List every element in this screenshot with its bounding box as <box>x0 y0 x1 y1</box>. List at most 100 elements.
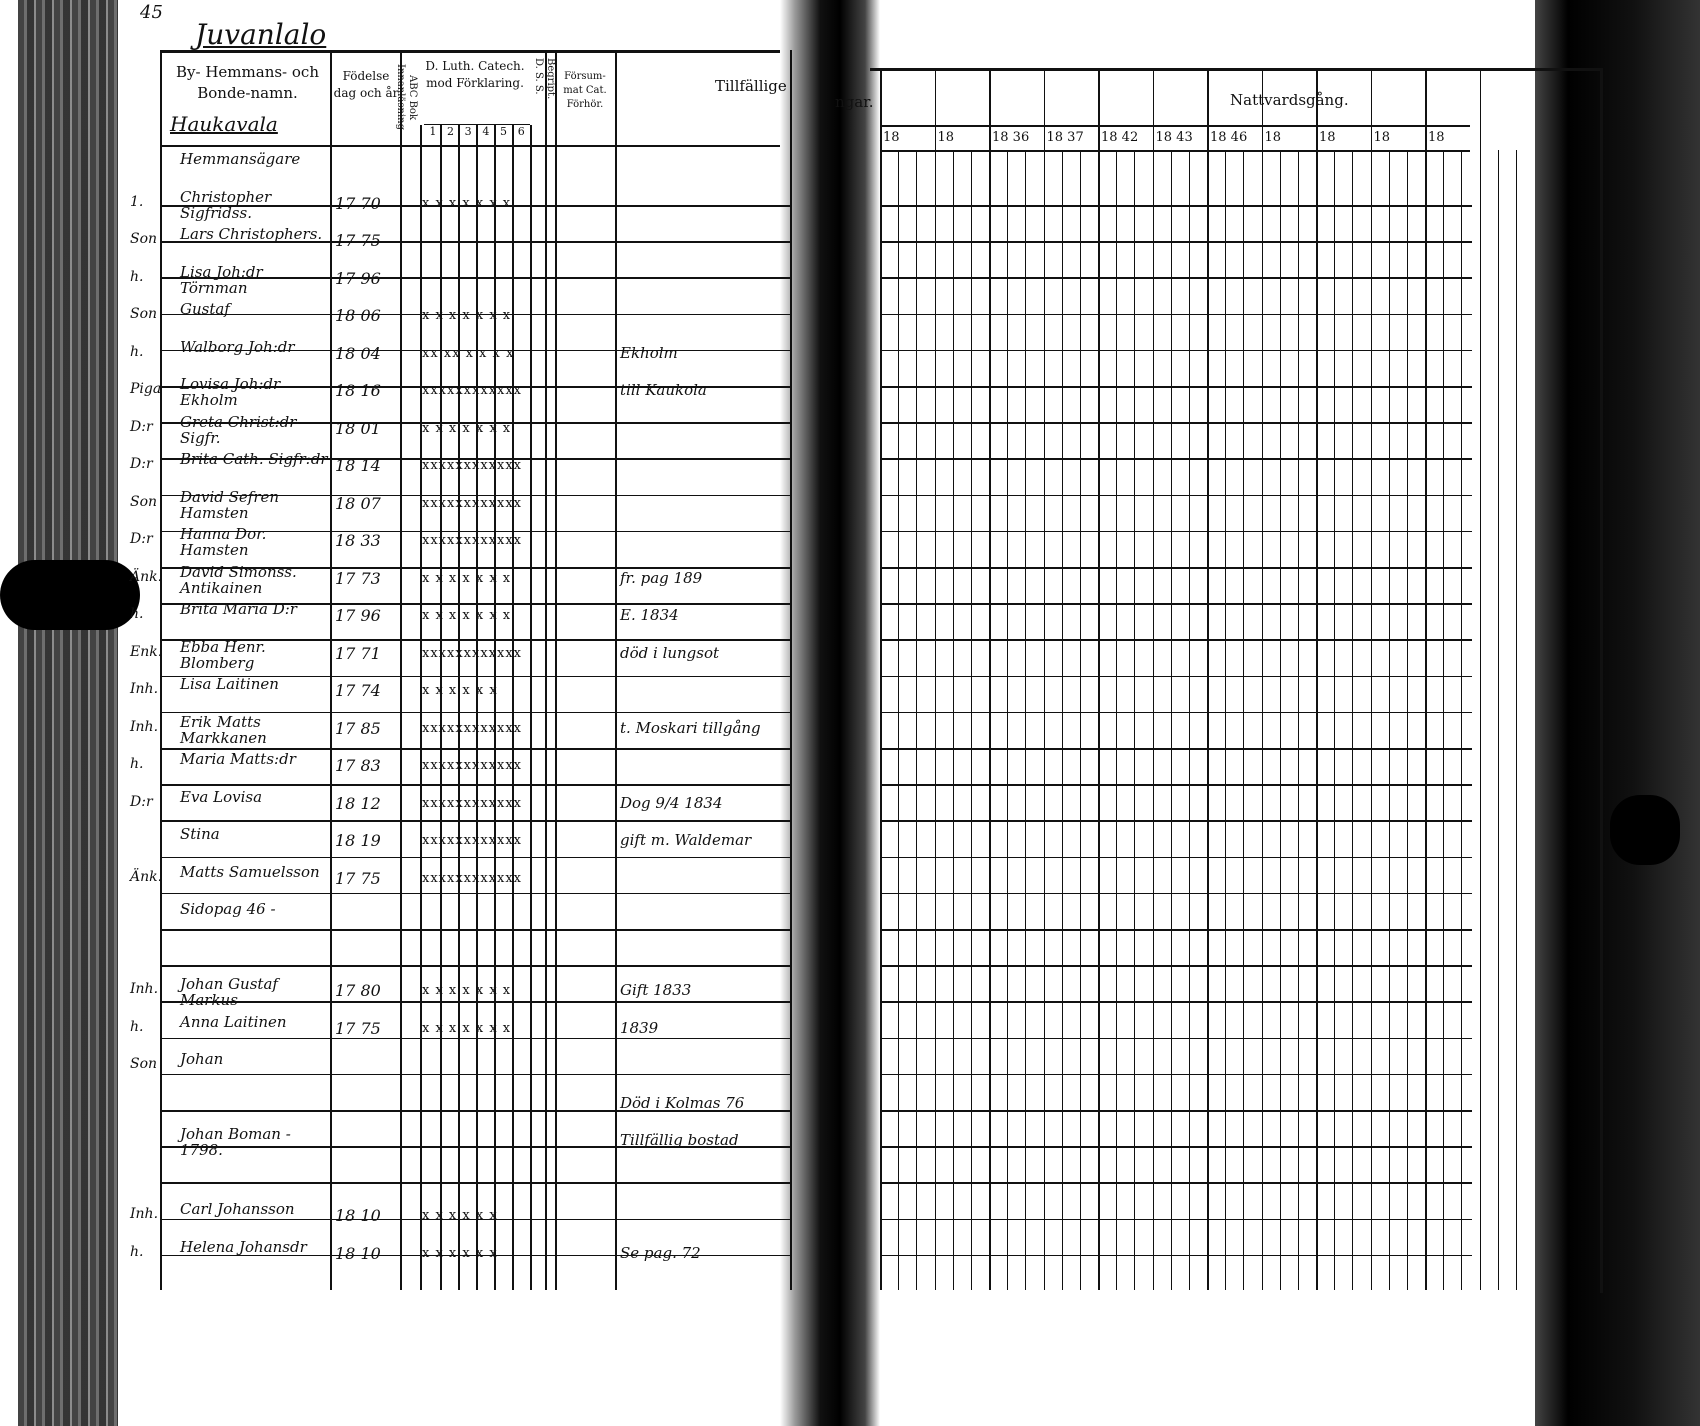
row-rule <box>160 892 790 895</box>
row-name: Lars Christophers. <box>180 225 323 243</box>
row-name: Greta Christ:dr Sigfr. <box>180 412 297 447</box>
row-rule <box>160 1037 790 1040</box>
row-name: Lisa Joh:dr Törnman <box>180 262 263 297</box>
row-rule <box>880 1110 1472 1112</box>
row-note: Se pag. 72 <box>620 1243 701 1262</box>
register-row: 1. Christopher Sigfridss. 17 70 x x x x x x… <box>130 188 810 222</box>
nattvard-year-column: 18 <box>1264 130 1282 145</box>
header-dss-col: D. S. S. <box>533 58 544 95</box>
row-note: 1839 <box>620 1018 659 1037</box>
row-role: h. <box>130 343 144 360</box>
catechism-part-number: 5 <box>500 125 508 138</box>
column-rule <box>420 125 422 1290</box>
row-rule <box>880 1073 1472 1076</box>
row-year: 17 70 <box>335 193 381 213</box>
column-rule <box>898 150 899 1290</box>
row-rule <box>160 929 790 931</box>
row-name: Eva Lovisa <box>180 787 263 806</box>
row-rule <box>880 349 1472 352</box>
row-year: 18 01 <box>335 418 381 438</box>
row-name: Carl Johansson <box>180 1200 295 1218</box>
register-row: Änk. David Simonss. Antikainen 17 73 x x x … <box>130 563 810 597</box>
row-rule <box>160 675 790 678</box>
register-row: Hemmansägare <box>130 150 810 184</box>
register-row <box>130 938 810 972</box>
column-rule <box>1316 68 1318 1290</box>
row-role: Son <box>130 231 158 247</box>
column-rule <box>1370 68 1372 1290</box>
row-rule <box>880 386 1472 388</box>
row-rule <box>160 603 790 605</box>
column-rule <box>1170 150 1172 1290</box>
row-rule <box>160 965 790 967</box>
column-rule <box>1261 68 1263 1290</box>
nattvard-year-column: 18 <box>1428 130 1445 145</box>
column-rule <box>615 50 617 1290</box>
row-note: till Kaukola <box>620 381 707 399</box>
row-role: h. <box>130 268 144 285</box>
row-name: Maria Matts:dr <box>180 750 296 768</box>
header-nattvard-col: Nattvardsgång. <box>1230 91 1349 109</box>
row-rule <box>880 494 1472 497</box>
catechism-part-number: 6 <box>517 125 525 138</box>
row-name: Anna Laitinen <box>180 1012 287 1031</box>
row-year: 18 04 <box>335 343 381 363</box>
book-gutter <box>780 0 880 1426</box>
row-marks: xxxxxxxxxxxx <box>422 795 522 811</box>
row-note: E. 1834 <box>620 606 679 624</box>
book-edge-left <box>18 0 118 1426</box>
register-row: h. Walborg Joh:dr 18 04 xx xx x x x x Ekholm <box>130 338 810 372</box>
column-rule <box>1515 150 1517 1290</box>
column-rule <box>1152 68 1154 1290</box>
row-role: Son <box>130 493 158 510</box>
column-rule <box>1007 150 1008 1290</box>
row-name: Lisa Laitinen <box>180 675 279 693</box>
row-rule <box>160 1110 790 1112</box>
row-rule <box>160 277 790 279</box>
row-year: 17 80 <box>335 981 381 1000</box>
row-rule <box>160 422 790 424</box>
row-rule <box>160 711 790 714</box>
register-row: Inh. Johan Gustaf Markus 17 80 x x x x x x … <box>130 975 810 1009</box>
row-rule <box>880 892 1472 895</box>
column-rule <box>989 68 991 1290</box>
column-rule <box>458 125 460 1290</box>
register-row: Inh. Erik Matts Markkanen 17 85 xxxxxxxxxxx… <box>130 713 810 747</box>
row-year: 17 83 <box>335 756 381 775</box>
row-role: h. <box>130 1243 144 1260</box>
row-name: Hemmansägare <box>180 150 301 168</box>
column-rule <box>1425 68 1427 1290</box>
row-note: Död i Kolmas 76 <box>620 1093 745 1112</box>
row-role: Änk. <box>130 568 163 585</box>
column-rule <box>1279 150 1281 1290</box>
nattvard-year-column: 18 46 <box>1210 130 1248 145</box>
row-role: D:r <box>130 456 153 472</box>
row-rule <box>160 1254 790 1257</box>
row-rule <box>160 748 790 750</box>
column-rule <box>555 50 557 1290</box>
column-rule <box>1188 150 1190 1290</box>
register-row: Son Lars Christophers. 17 75 <box>130 225 810 259</box>
row-year: 17 85 <box>335 718 381 738</box>
book-edge-right <box>1535 0 1700 1426</box>
row-rule <box>880 856 1472 859</box>
row-marks: x x x x x x x <box>422 420 512 436</box>
row-year: 18 33 <box>335 531 381 550</box>
row-role: h. <box>130 1018 144 1035</box>
column-rule <box>1334 150 1335 1290</box>
register-row: Son Gustaf 18 06 x x x x x x x <box>130 300 810 334</box>
header-catech-col: D. Luth. Catech. mod Förklaring. <box>425 59 525 90</box>
row-rule <box>160 1146 790 1148</box>
column-rule <box>1297 150 1299 1290</box>
register-row: Stina 18 19 xxxxxxxxxxxx gift m. Waldemar <box>130 825 810 859</box>
register-row: Son David Sefren Hamsten 18 07 xxxxxxxxxxxx <box>130 488 810 522</box>
row-role: Son <box>130 1056 158 1072</box>
nattvard-year-column: 18 43 <box>1155 130 1193 145</box>
row-rule <box>160 313 790 316</box>
row-year: 17 75 <box>335 1018 381 1038</box>
row-rule <box>160 494 790 497</box>
nattvard-year-column: 18 <box>1319 130 1336 145</box>
row-rule <box>160 1073 790 1076</box>
row-note: död i lungsot <box>620 643 720 662</box>
register-row: Sidopag 46 - <box>130 900 810 934</box>
